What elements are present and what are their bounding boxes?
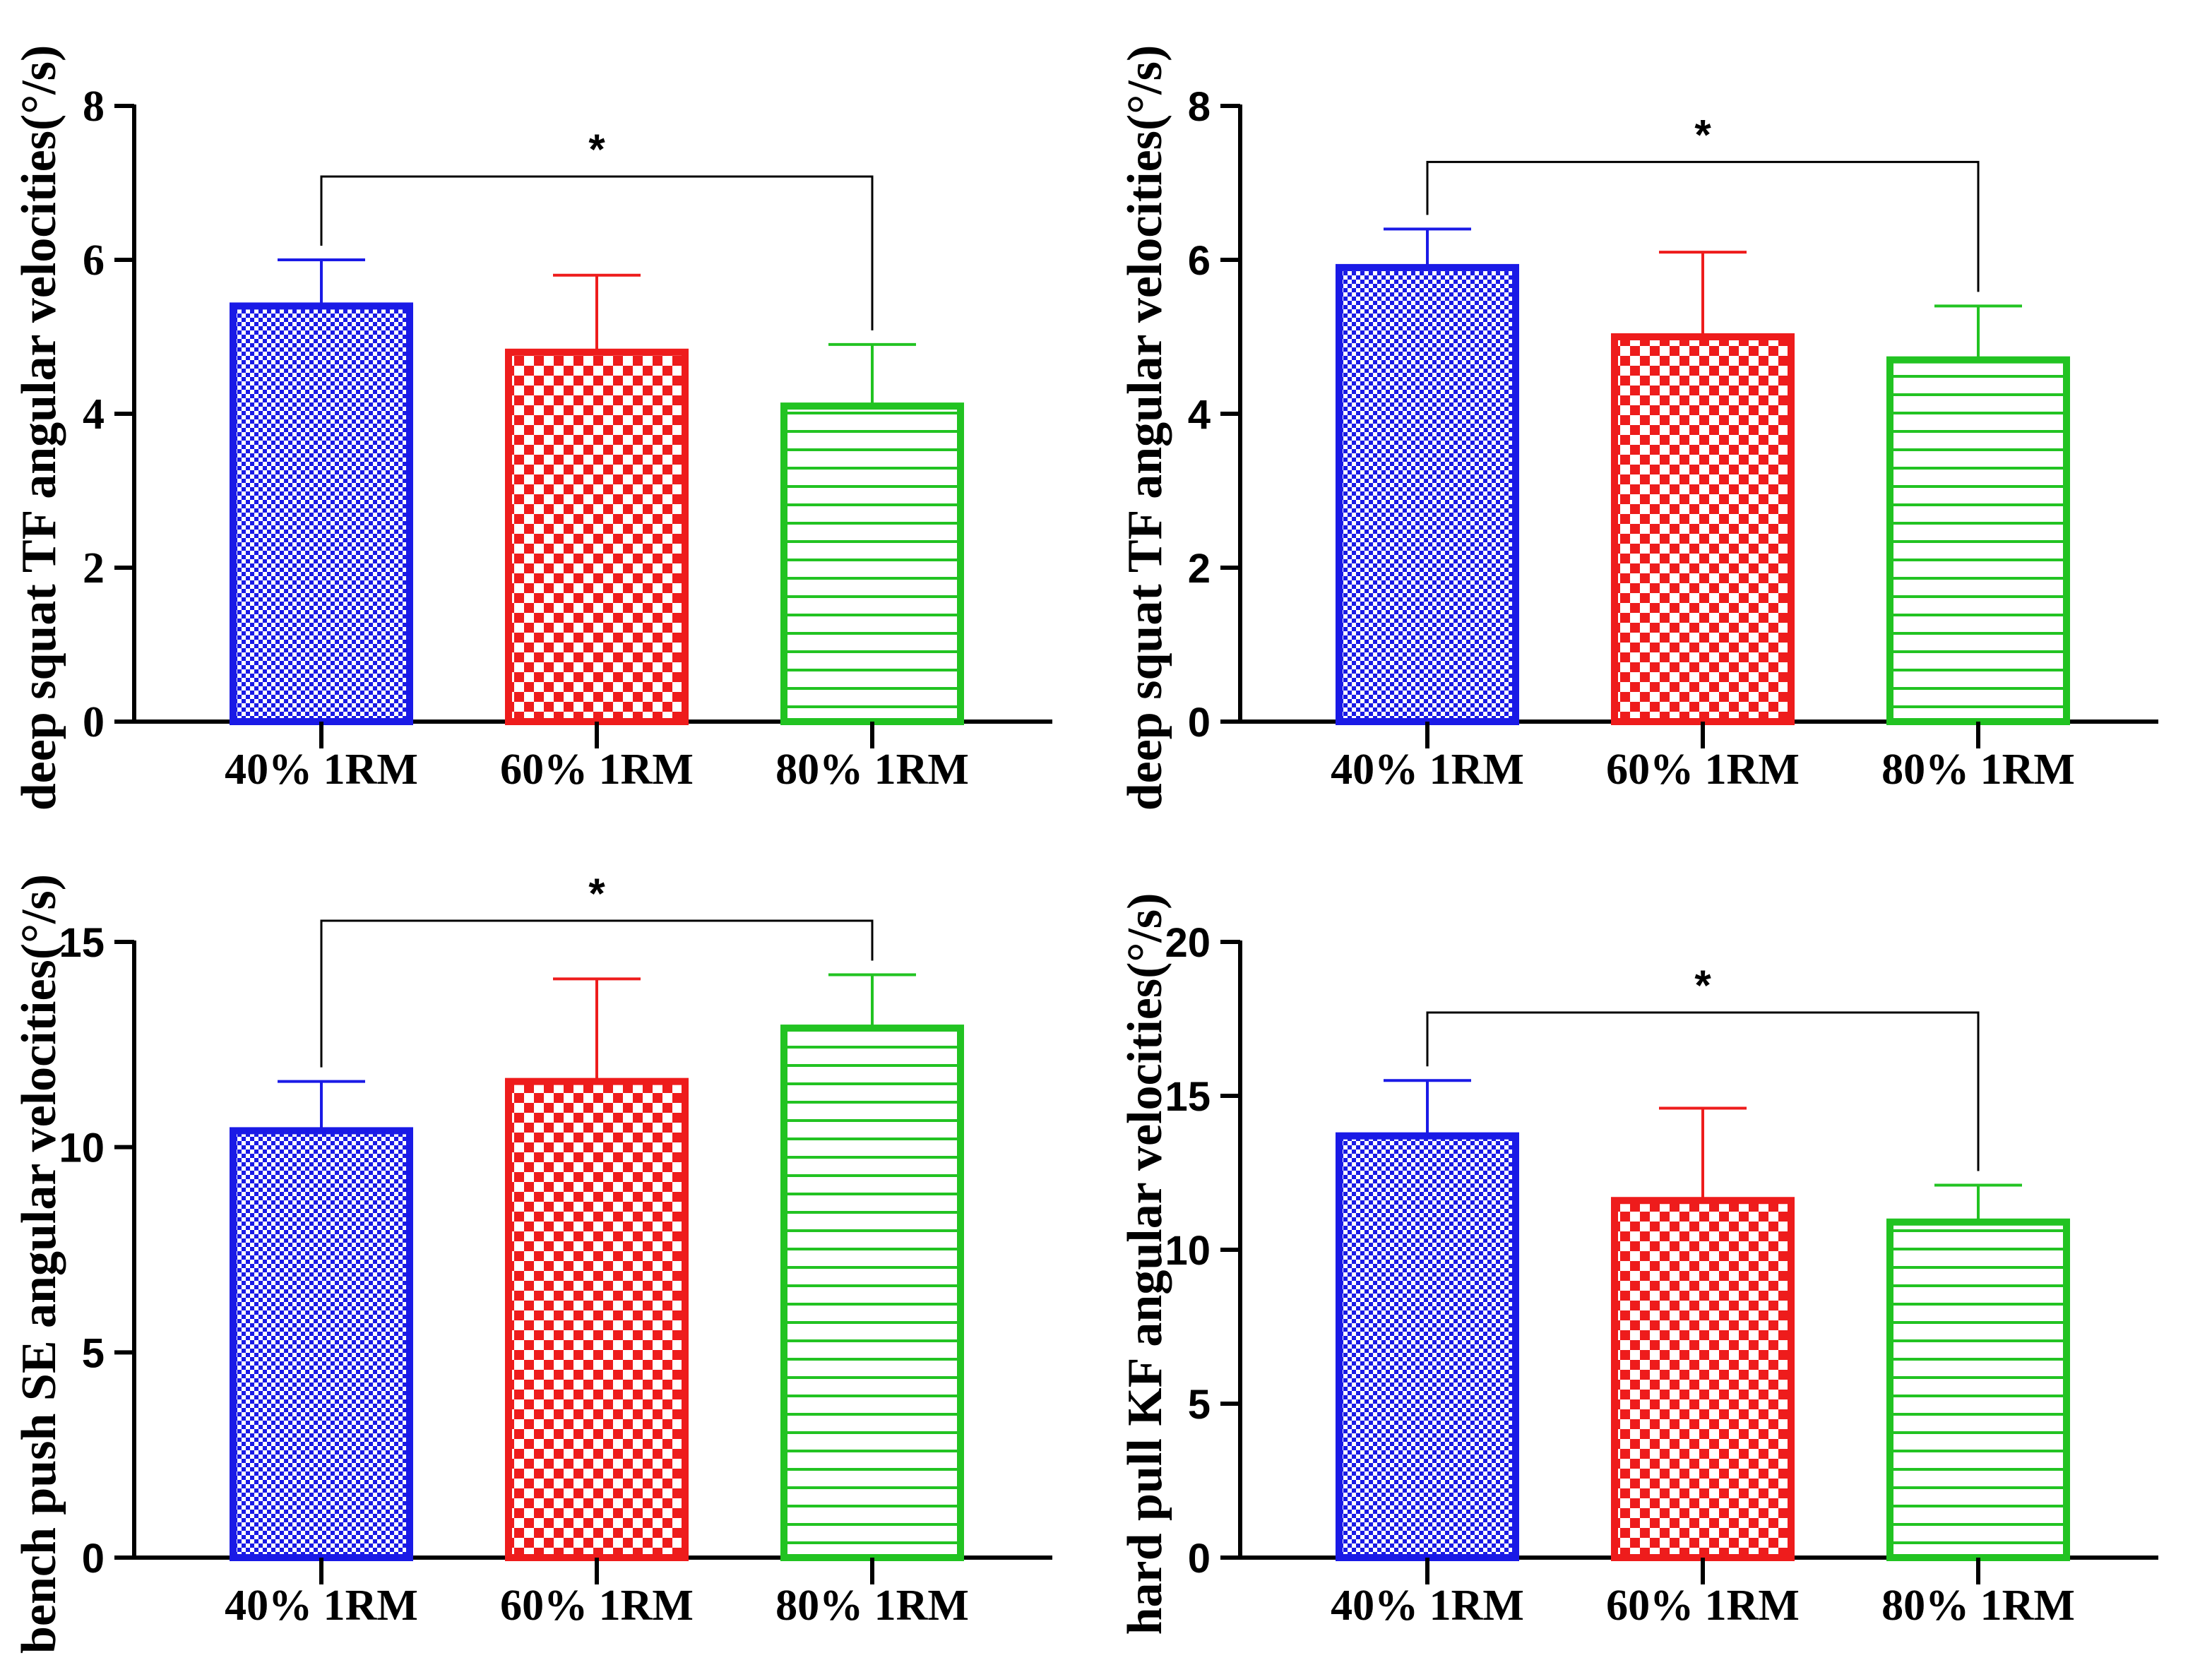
y-tick-label: 10 (59, 1125, 105, 1171)
y-tick-label: 4 (83, 390, 105, 438)
x-tick-label: 40% 1RM (225, 1582, 418, 1630)
bar-0 (1336, 1132, 1519, 1561)
chart-panel-bottom-left: 0 5 10 15 bench push SE angular velocities(°… (0, 836, 1106, 1672)
significance-bracket (1426, 1011, 1980, 1171)
x-tick-label: 60% 1RM (500, 1582, 694, 1630)
bar-0 (230, 1127, 413, 1561)
chart-panel-top-left: 0 2 4 6 8 deep squat TF angular velocities(°/… (0, 0, 1106, 836)
bar-1 (505, 1077, 689, 1561)
y-tick-label: 0 (1188, 1536, 1211, 1582)
y-tick-label: 2 (83, 544, 105, 592)
y-tick-label: 6 (1188, 238, 1211, 284)
y-tick-label: 6 (83, 237, 105, 285)
bar-2 (780, 402, 964, 725)
y-tick-label: 20 (1165, 920, 1211, 966)
bar-1 (1611, 333, 1795, 725)
y-axis-title: hard pull KF angular velocities(°/s) (1118, 893, 1172, 1635)
y-tick-label: 8 (83, 83, 105, 131)
bar-1 (1611, 1197, 1795, 1561)
bar-2 (1886, 1218, 2070, 1561)
x-tick-label: 60% 1RM (1606, 1582, 1800, 1630)
significance-bracket (1426, 160, 1980, 292)
y-tick-label: 15 (1165, 1074, 1211, 1120)
bar-chart-0: 0 2 4 6 8 deep squat TF angular velocities(°/… (12, 45, 1052, 811)
bar-0 (1336, 263, 1519, 725)
y-tick-label: 0 (83, 698, 105, 746)
chart-panel-top-right: 0 2 4 6 8 deep squat TF angular velocities(°/… (1106, 0, 2212, 836)
significance-star: * (1694, 962, 1711, 1009)
x-tick-label: 80% 1RM (775, 1582, 969, 1630)
bar-0 (230, 302, 413, 725)
x-tick-label: 40% 1RM (1331, 1582, 1524, 1630)
x-tick-label: 40% 1RM (1331, 746, 1524, 794)
y-tick-label: 8 (1188, 84, 1211, 130)
y-tick-label: 2 (1188, 546, 1211, 592)
y-tick-label: 0 (1188, 700, 1211, 746)
x-tick-label: 80% 1RM (1881, 746, 2075, 794)
x-tick-label: 80% 1RM (1881, 1582, 2075, 1630)
y-tick-label: 15 (59, 920, 105, 966)
bar-1 (505, 348, 689, 725)
x-tick-label: 80% 1RM (775, 746, 969, 794)
y-tick-label: 5 (82, 1330, 105, 1376)
y-tick-label: 5 (1188, 1382, 1211, 1428)
significance-bracket (320, 919, 874, 1068)
x-tick-label: 60% 1RM (1606, 746, 1800, 794)
y-tick-label: 10 (1165, 1228, 1211, 1274)
y-axis-title: deep squat TF angular velocities(°/s) (1118, 45, 1172, 811)
chart-panel-bottom-right: 0 5 10 15 20 hard pull KF angular velocities(… (1106, 836, 2212, 1672)
x-tick-label: 60% 1RM (500, 746, 694, 794)
significance-star: * (1694, 111, 1711, 158)
significance-star: * (588, 870, 605, 917)
bar-2 (1886, 356, 2070, 725)
significance-bracket (320, 175, 874, 330)
bar-chart-1: 0 2 4 6 8 deep squat TF angular velocities(°/… (1118, 45, 2158, 811)
y-tick-label: 4 (1188, 392, 1211, 438)
y-axis-title: bench push SE angular velocities(°/s) (12, 874, 66, 1654)
significance-star: * (588, 126, 605, 173)
bar-2 (780, 1025, 964, 1561)
y-axis-title: deep squat TF angular velocities(°/s) (12, 45, 66, 811)
y-tick-label: 0 (82, 1536, 105, 1582)
x-tick-label: 40% 1RM (225, 746, 418, 794)
